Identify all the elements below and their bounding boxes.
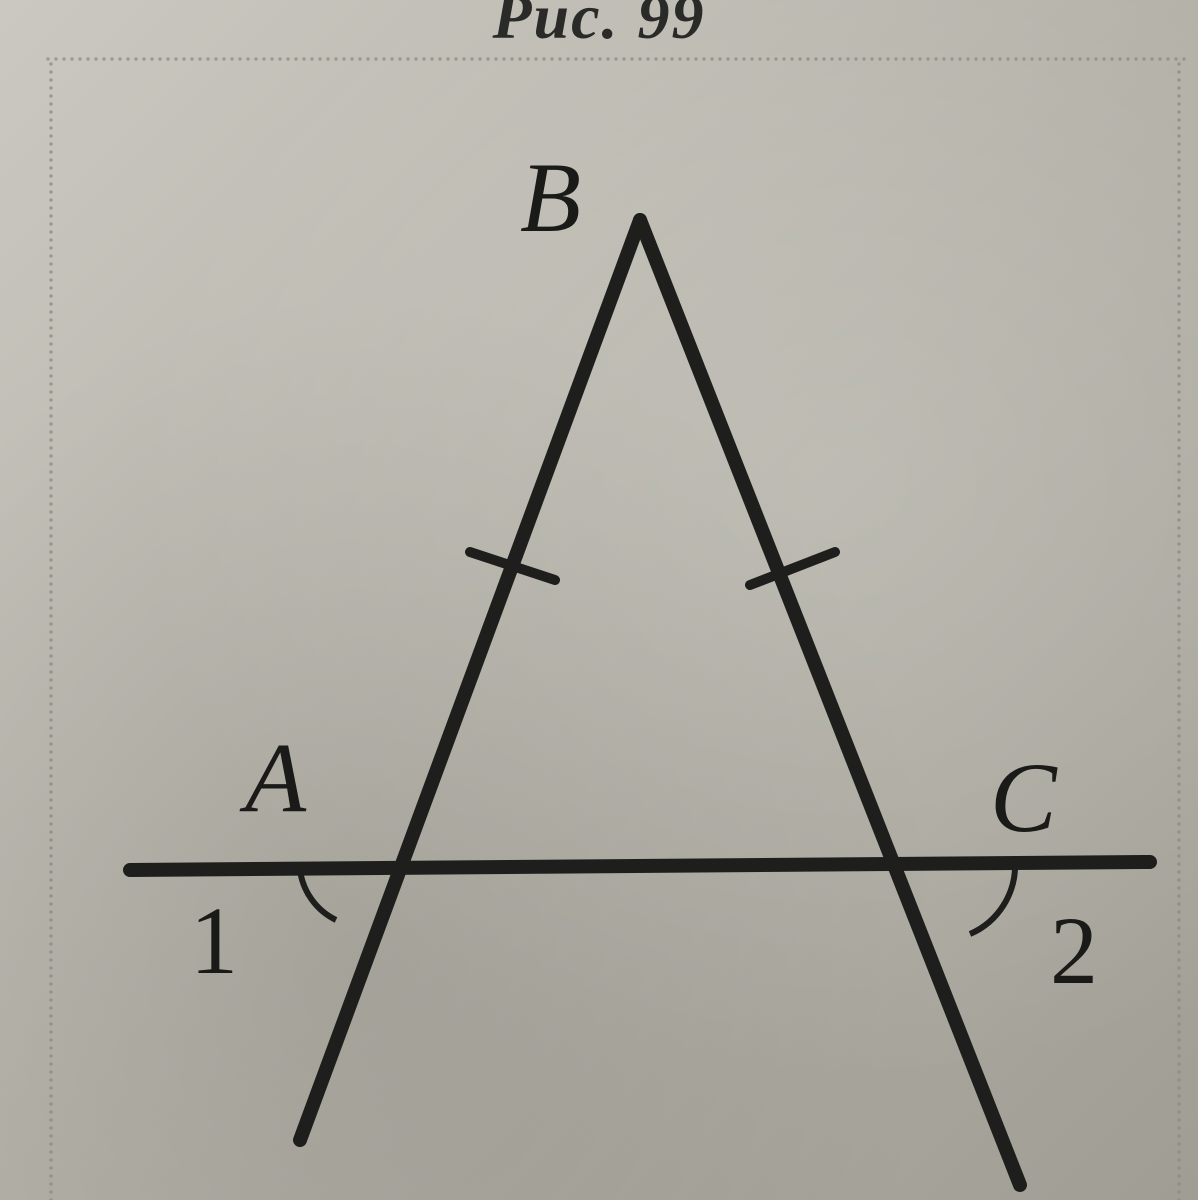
page-background: Рис. 99 B A C 1 2 xyxy=(0,0,1198,1200)
side-bc-extended xyxy=(640,220,1020,1185)
vertex-label-c: C xyxy=(990,740,1057,855)
angle-label-1: 1 xyxy=(190,885,238,996)
angle-arc-1 xyxy=(300,870,336,920)
side-ab-extended xyxy=(300,220,640,1140)
geometry-diagram xyxy=(0,0,1198,1200)
base-line xyxy=(130,862,1150,870)
angle-label-2: 2 xyxy=(1050,895,1098,1006)
vertex-label-b: B xyxy=(520,140,581,255)
tick-bc xyxy=(750,552,835,585)
vertex-label-a: A xyxy=(245,720,306,835)
angle-arc-2 xyxy=(970,862,1015,934)
